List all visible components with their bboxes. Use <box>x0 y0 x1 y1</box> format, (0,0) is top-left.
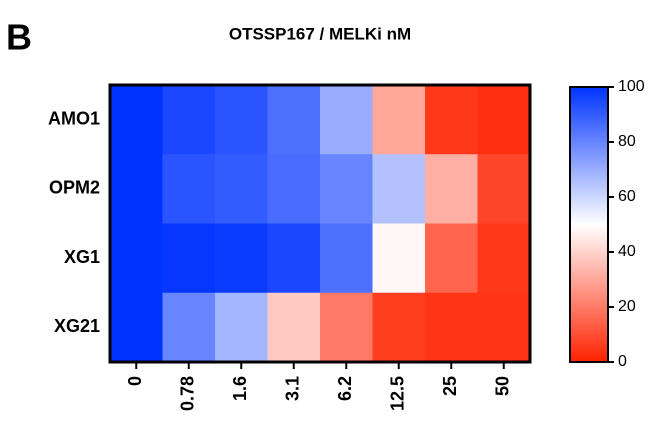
heatmap-cell <box>162 223 216 294</box>
heatmap-cell <box>110 292 163 363</box>
colorbar-tick-label: 80 <box>618 133 636 150</box>
chart-title: OTSSP167 / MELKi nM <box>229 24 411 43</box>
x-tick-label: 1.6 <box>230 376 250 401</box>
heatmap-cell <box>110 85 163 155</box>
heatmap-cell <box>320 154 373 224</box>
heatmap-cell <box>372 292 426 363</box>
heatmap-cell <box>162 292 216 363</box>
x-tick-label: 0.78 <box>178 376 198 411</box>
heatmap-cell <box>215 154 268 224</box>
heatmap-cell <box>477 292 531 363</box>
heatmap-cell <box>425 292 478 363</box>
colorbar-tick-label: 20 <box>618 298 636 315</box>
x-tick-label: 25 <box>440 376 460 396</box>
heatmap-cell <box>215 223 268 294</box>
heatmap-cell <box>267 154 321 224</box>
heatmap-cell <box>372 85 426 155</box>
heatmap-cell <box>162 85 216 155</box>
colorbar-tick-label: 40 <box>618 243 636 260</box>
heatmap-cell <box>320 85 373 155</box>
panel-label: B <box>6 17 32 58</box>
heatmap-cell <box>477 223 531 294</box>
heatmap-cell <box>162 154 216 224</box>
heatmap-cell <box>372 154 426 224</box>
y-tick-label: AMO1 <box>48 108 100 128</box>
y-tick-label: OPM2 <box>49 178 100 198</box>
x-tick-label: 0 <box>125 376 145 386</box>
heatmap-cell <box>477 85 531 155</box>
heatmap-cell <box>267 85 321 155</box>
x-tick-label: 12.5 <box>388 376 408 411</box>
x-tick-label: 3.1 <box>283 376 303 401</box>
heatmap-cell <box>425 223 478 294</box>
y-tick-label: XG1 <box>64 247 100 267</box>
colorbar <box>569 86 609 363</box>
heatmap-cell <box>425 85 478 155</box>
colorbar-tick-label: 60 <box>618 188 636 205</box>
heatmap-cell <box>477 154 531 224</box>
heatmap-cell <box>320 292 373 363</box>
colorbar-tick-label: 0 <box>618 353 627 370</box>
heatmap-cell <box>372 223 426 294</box>
y-tick-label: XG21 <box>54 316 100 336</box>
heatmap-cell <box>110 223 163 294</box>
heatmap-cell <box>320 223 373 294</box>
heatmap-cell <box>110 154 163 224</box>
heatmap-cell <box>215 292 268 363</box>
heatmap-cell <box>267 223 321 294</box>
colorbar-tick-label: 100 <box>618 78 645 95</box>
heatmap-border <box>108 83 532 364</box>
x-tick-label: 50 <box>493 376 513 396</box>
heatmap-cell <box>215 85 268 155</box>
x-tick-label: 6.2 <box>335 376 355 401</box>
heatmap-cell <box>425 154 478 224</box>
heatmap-cell <box>267 292 321 363</box>
